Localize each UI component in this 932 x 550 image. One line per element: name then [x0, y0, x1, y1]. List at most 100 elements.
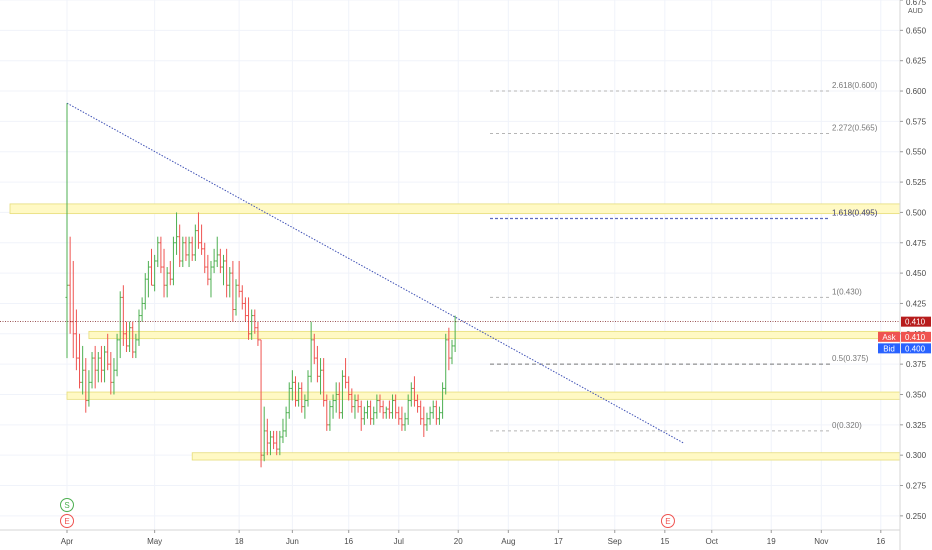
y-tick-label: 0.550 [906, 148, 927, 157]
y-tick-label: 0.525 [906, 178, 927, 187]
ohlc-bar [159, 236, 163, 274]
ohlc-bar [87, 370, 91, 407]
ohlc-bar [359, 400, 363, 431]
ask-badge-label: Ask [882, 333, 896, 342]
x-tick-label: Jul [394, 537, 404, 546]
ohlc-bar [225, 248, 229, 298]
ohlc-bar [234, 279, 238, 316]
time-axis[interactable]: 16AprMay18Jun16Jul20Aug17Sep15Oct19Nov16 [0, 529, 900, 546]
ohlc-bar [178, 224, 182, 268]
bid-badge-value-bg [901, 343, 931, 354]
ohlc-bar [143, 273, 147, 310]
ohlc-bar [319, 358, 323, 395]
ask-badge-label-bg [878, 331, 900, 342]
y-tick-label: 0.475 [906, 239, 927, 248]
y-tick-label: 0.300 [906, 451, 927, 460]
ohlc-bar [315, 345, 319, 383]
ohlc-bar [356, 394, 360, 413]
x-tick-label: 15 [660, 537, 669, 546]
ohlc-bar [369, 400, 373, 425]
ohlc-bar [441, 382, 445, 419]
ohlc-bar [256, 321, 260, 346]
ohlc-bar [218, 248, 222, 274]
ohlc-bar [337, 382, 341, 419]
y-tick-label: 0.350 [906, 390, 927, 399]
ohlc-bar [150, 248, 154, 286]
x-tick-label: 17 [554, 537, 563, 546]
ohlc-bar [190, 236, 194, 261]
x-tick-label: May [147, 537, 162, 546]
x-tick-label: Jun [286, 537, 299, 546]
ohlc-bar [391, 394, 395, 419]
ohlc-bar [140, 297, 144, 322]
ohlc-bar [184, 236, 188, 261]
ohlc-bar [137, 309, 141, 346]
y-tick-label: 0.325 [906, 421, 927, 430]
ohlc-bar [215, 236, 219, 268]
ohlc-bar [322, 358, 326, 407]
ohlc-bar [134, 333, 138, 359]
ohlc-bar [362, 406, 366, 425]
ohlc-bar [209, 260, 213, 298]
event-letter: E [64, 517, 69, 526]
ohlc-bar [450, 339, 454, 365]
ohlc-bar [412, 376, 416, 407]
ohlc-bar [78, 333, 82, 389]
ohlc-bar [447, 327, 451, 371]
event-circle [660, 514, 675, 528]
last-price-badge-value: 0.410 [905, 318, 926, 327]
ohlc-bar [231, 260, 235, 322]
ohlc-bar [372, 406, 376, 425]
event-marker-e: E [660, 514, 675, 528]
ohlc-bar [272, 430, 276, 450]
ohlc-bar [381, 400, 385, 419]
ohlc-bar [171, 236, 175, 286]
event-circle [60, 498, 74, 512]
ask-badge: Ask 0.410 [878, 331, 931, 342]
fib-label: 0.5(0.375) [832, 354, 869, 363]
y-tick-label: 0.650 [906, 26, 927, 35]
y-tick-label: 0.375 [906, 360, 927, 369]
ohlc-bar [406, 394, 410, 425]
ohlc-bar [309, 321, 313, 383]
ohlc-bar [131, 321, 135, 359]
ohlc-bar [300, 382, 304, 413]
ohlc-bar [334, 382, 338, 413]
ohlc-bar [196, 212, 200, 249]
currency-label: AUD [908, 8, 923, 15]
event-circle [60, 514, 74, 528]
trendline-line [66, 102, 684, 444]
bid-badge-label-bg [878, 343, 900, 354]
ohlc-bar [416, 394, 420, 413]
ohlc-bar [247, 297, 251, 340]
ohlc-bar [165, 267, 169, 298]
ohlc-bar [275, 430, 279, 456]
fibonacci-levels: 2.618(0.600) 2.272(0.565) 1.618(0.495) 1(0.… [490, 81, 878, 432]
last-price-badge: 0.410 [901, 316, 931, 327]
ask-badge-value: 0.410 [905, 333, 926, 342]
ohlc-bar [128, 321, 132, 352]
ohlc-bar [425, 412, 429, 431]
event-marker-s: S [60, 498, 74, 512]
x-tick-label: 19 [767, 537, 776, 546]
ohlc-bar [375, 394, 379, 419]
x-tick-label: 16 [344, 537, 353, 546]
ohlc-bar [312, 333, 316, 365]
ohlc-bar [387, 400, 391, 419]
bid-badge: Bid 0.400 [878, 343, 931, 354]
ohlc-bar [306, 370, 310, 407]
ohlc-bar [268, 430, 272, 456]
ohlc-bar [409, 382, 413, 407]
event-marker-e: E [60, 514, 74, 528]
ohlc-bar [124, 321, 128, 352]
ohlc-bar [400, 406, 404, 431]
y-tick-label: 0.275 [906, 482, 927, 491]
ohlc-bar [287, 382, 291, 419]
ohlc-bar [431, 400, 435, 419]
ohlc-bar [99, 345, 103, 383]
event-letter: S [64, 501, 69, 510]
ask-badge-value-bg [901, 331, 931, 342]
ohlc-bar [259, 339, 263, 468]
